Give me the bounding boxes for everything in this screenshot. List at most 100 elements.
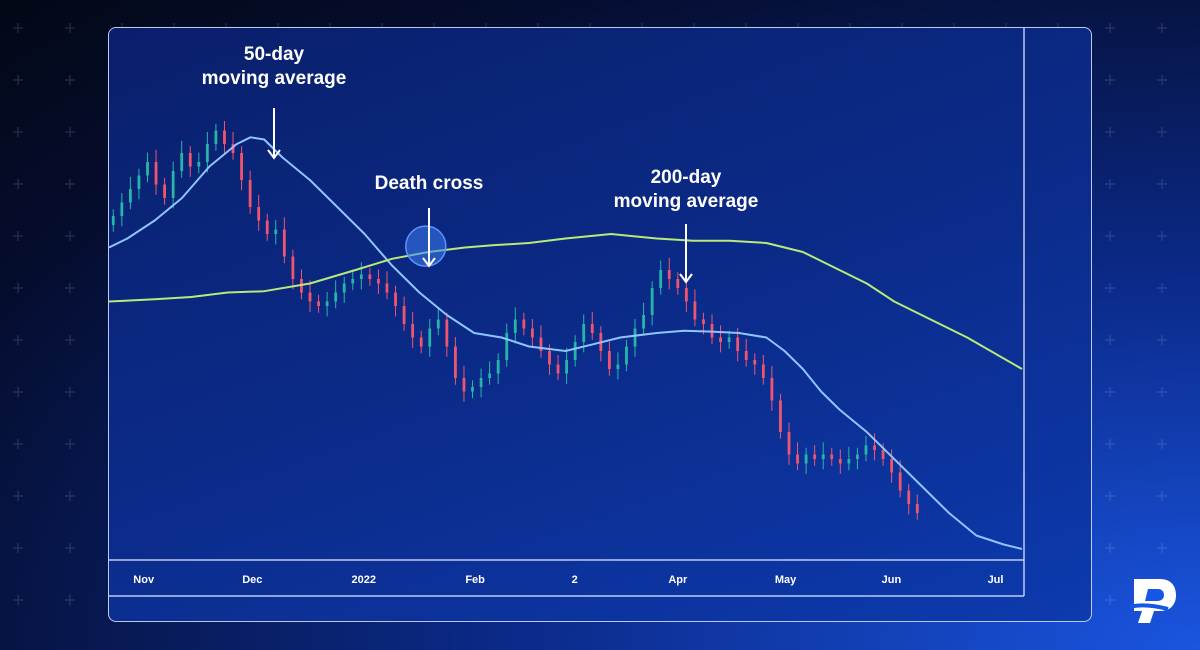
grid-plus-mark (1157, 283, 1167, 293)
grid-plus-mark (13, 179, 23, 189)
candle (744, 338, 748, 367)
grid-plus-mark (13, 283, 23, 293)
grid-plus-mark (13, 335, 23, 345)
candle (693, 289, 697, 327)
candle (898, 460, 902, 498)
annotation-arrow-head (679, 273, 693, 284)
ma-50-line (109, 136, 1023, 550)
candle (659, 260, 663, 295)
candle (599, 326, 603, 362)
grid-plus-mark (1105, 491, 1115, 501)
annotation-death-cross: Death cross (375, 173, 484, 268)
candle (625, 339, 628, 372)
candle (642, 302, 645, 336)
candle (308, 280, 312, 312)
candle (770, 365, 774, 411)
candle (539, 325, 543, 358)
candle (171, 161, 175, 209)
grid-plus-mark (65, 335, 75, 345)
candle (436, 307, 440, 336)
candle (419, 330, 423, 354)
candle (667, 257, 671, 290)
candle (402, 296, 406, 331)
grid-plus-mark (65, 23, 75, 33)
grid-plus-mark (65, 231, 75, 241)
grid-plus-mark (1157, 439, 1167, 449)
grid-plus-mark (1105, 231, 1115, 241)
candle (342, 276, 346, 303)
grid-plus-mark (1105, 179, 1115, 189)
annotation-text: 50-day (244, 44, 305, 65)
candle (719, 325, 722, 353)
candle (231, 131, 235, 160)
grid-plus-mark (1157, 543, 1167, 553)
candle (223, 121, 226, 155)
annotation-arrow-head (422, 257, 436, 268)
chart: Nov Dec 2022 Feb 2 Apr May Jun Jul 50-day moving … (109, 28, 1025, 597)
grid-plus-mark (13, 595, 23, 605)
candle (522, 312, 526, 336)
candle (411, 311, 415, 348)
grid-plus-mark (13, 231, 23, 241)
candle (137, 168, 141, 200)
grid-plus-mark (1157, 335, 1167, 345)
candle (830, 447, 834, 466)
candlestick-series (111, 121, 919, 520)
candle (907, 483, 911, 515)
candle (351, 269, 355, 291)
x-tick-label: Feb (465, 574, 485, 586)
chart-panel: Nov Dec 2022 Feb 2 Apr May Jun Jul 50-day moving … (108, 27, 1092, 622)
candle (676, 272, 680, 295)
candle (394, 285, 397, 317)
grid-plus-mark (1105, 127, 1115, 137)
annotation-text: moving average (614, 191, 759, 212)
candle (146, 152, 149, 183)
candle (479, 368, 483, 398)
x-tick-label: 2022 (351, 574, 375, 586)
candle (377, 269, 380, 294)
grid-plus-mark (1157, 491, 1167, 501)
grid-plus-mark (1157, 179, 1167, 189)
candle (325, 292, 329, 317)
candle (188, 146, 192, 177)
candle (274, 220, 278, 245)
candle (111, 209, 115, 232)
annotation-text: 200-day (651, 167, 722, 188)
candle (813, 445, 817, 466)
candle (796, 442, 799, 471)
candle (505, 323, 509, 367)
x-tick-label: Jun (882, 574, 902, 586)
annotation-text: Death cross (375, 173, 484, 194)
candle (856, 447, 859, 470)
x-tick-label: 2 (572, 574, 578, 586)
grid-plus-mark (1105, 439, 1115, 449)
grid-plus-mark (13, 491, 23, 501)
candle (650, 281, 654, 326)
grid-plus-mark (65, 127, 75, 137)
candle (513, 307, 517, 344)
candle (873, 433, 876, 461)
candle (128, 176, 132, 210)
candle (445, 312, 449, 357)
grid-plus-mark (65, 387, 75, 397)
candle (684, 278, 688, 312)
grid-plus-mark (13, 127, 23, 137)
grid-plus-mark (13, 543, 23, 553)
x-tick-label: Nov (133, 574, 155, 586)
grid-plus-mark (1105, 387, 1115, 397)
x-tick-label: Jul (988, 574, 1004, 586)
annotation-50-day: 50-day moving average (202, 44, 346, 160)
grid-plus-mark (1157, 127, 1167, 137)
candle (838, 449, 842, 474)
candle (787, 422, 791, 465)
candle (282, 217, 286, 264)
candle (727, 330, 731, 349)
candle (454, 337, 457, 385)
candle (154, 149, 158, 195)
candle (197, 152, 201, 174)
grid-plus-mark (1105, 75, 1115, 85)
grid-plus-mark (65, 439, 75, 449)
candle (368, 267, 372, 286)
candle (257, 194, 261, 231)
grid-plus-mark (1157, 75, 1167, 85)
